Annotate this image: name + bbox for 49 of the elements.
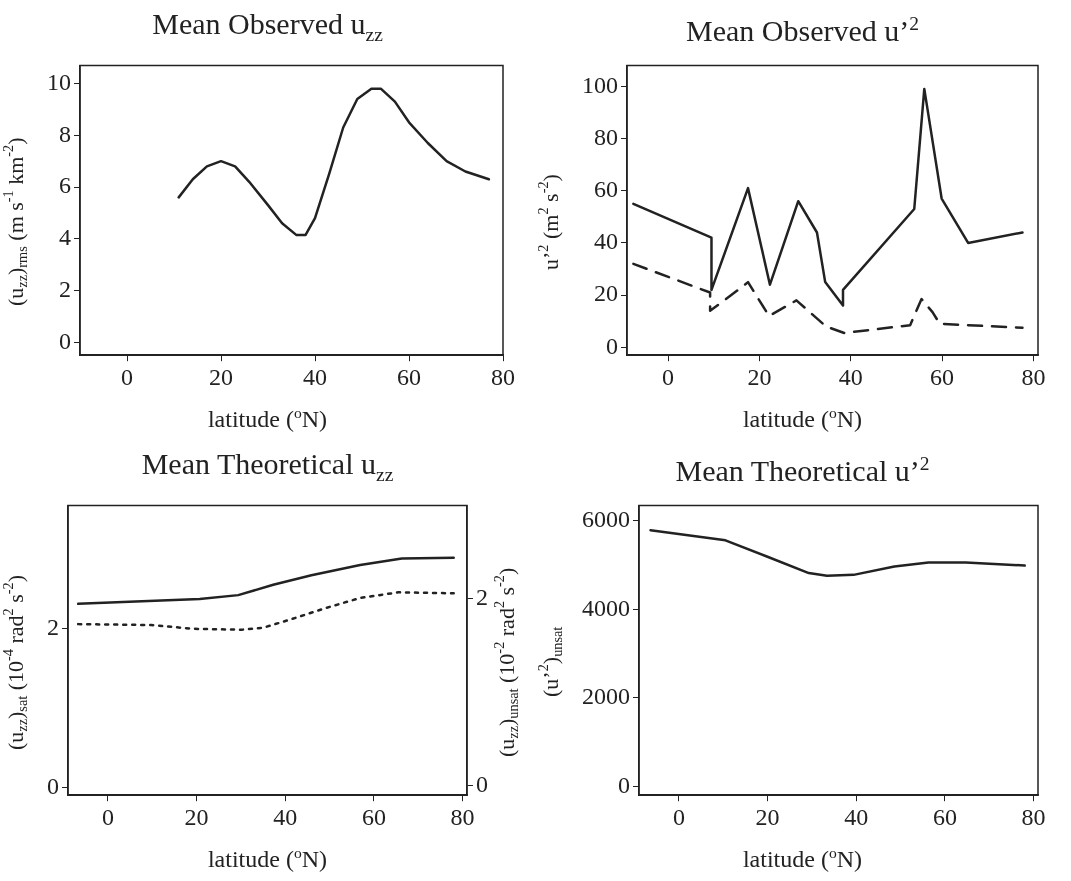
chart-title: Mean Theoretical u’$^{2}$: [674, 452, 931, 488]
y-tick-label: 6000: [582, 506, 630, 533]
x-tick-label: 0: [662, 363, 675, 390]
y-tick-label: 2: [47, 613, 59, 640]
x-axis-title: latitude ($^{o}$N): [741, 403, 864, 434]
y-tick-label: 40: [594, 228, 618, 255]
chart-title: Mean Observed u$_{zz}$: [151, 6, 384, 47]
y-tick-label: 0: [47, 772, 59, 799]
x-tick-label: 0: [101, 803, 114, 830]
x-tick-label: 40: [838, 363, 863, 390]
y-tick-label: 80: [594, 123, 618, 150]
x-tick-label: 20: [209, 363, 233, 390]
y-tick-label: 0: [606, 332, 618, 359]
y-tick-label: 4: [59, 224, 71, 251]
y-tick-label: 8: [59, 120, 71, 147]
y-tick-label: 0: [618, 771, 630, 798]
x-tick-label: 80: [450, 803, 475, 830]
x-tick-label: 40: [303, 363, 327, 390]
x-tick-label: 0: [672, 803, 685, 830]
x-axis-title: latitude ($^{o}$N): [206, 403, 329, 434]
x-tick-label: 60: [397, 363, 421, 390]
x-tick-label: 40: [273, 803, 298, 830]
chart-title: Mean Observed u’$^{2}$: [685, 12, 920, 48]
y-tick-label: 20: [594, 280, 618, 307]
x-tick-label: 40: [844, 803, 869, 830]
x-tick-label: 80: [1021, 803, 1046, 830]
y-tick-label: 6: [59, 172, 71, 199]
x-tick-label: 20: [755, 803, 780, 830]
y-tick-label: 4000: [582, 594, 630, 621]
y-tick-label: 60: [594, 176, 618, 203]
x-tick-label: 20: [184, 803, 209, 830]
x-tick-label: 80: [491, 363, 515, 390]
x-tick-label: 20: [747, 363, 772, 390]
x-tick-label: 0: [121, 363, 133, 390]
x-axis-title: latitude ($^{o}$N): [206, 843, 329, 874]
chart-title: Mean Theoretical u$_{zz}$: [140, 446, 395, 487]
y-tick-label: 10: [47, 68, 71, 95]
y-tick-label: 0: [59, 327, 71, 354]
y-tick-label: 2000: [582, 683, 630, 710]
x-axis-title: latitude ($^{o}$N): [741, 843, 864, 874]
line-series: [76, 591, 455, 631]
y2-tick-label: 2: [476, 584, 488, 611]
x-tick-label: 80: [1021, 363, 1046, 390]
x-tick-label: 60: [930, 363, 955, 390]
x-tick-label: 60: [361, 803, 386, 830]
y-tick-label: 2: [59, 275, 71, 302]
y-tick-label: 100: [582, 71, 618, 98]
x-tick-label: 60: [932, 803, 957, 830]
y2-tick-label: 0: [476, 771, 488, 798]
